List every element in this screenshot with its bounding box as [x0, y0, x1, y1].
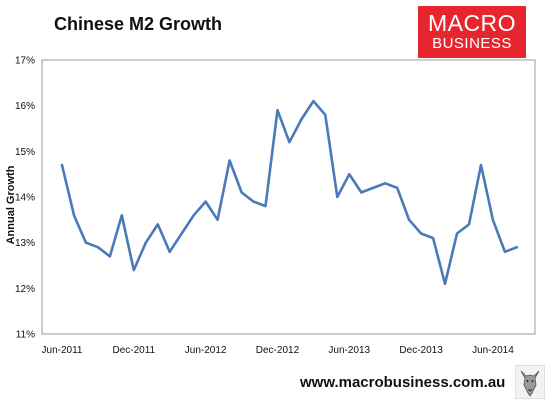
y-tick-label: 16%: [15, 101, 35, 112]
x-tick-label: Jun-2012: [185, 345, 227, 356]
data-point: [516, 246, 518, 248]
macrobusiness-logo: MACRO BUSINESS: [418, 6, 526, 58]
data-point: [73, 214, 75, 216]
data-point: [396, 187, 398, 189]
data-point: [360, 191, 362, 193]
data-point: [240, 191, 242, 193]
axes: 11% 12% 13% 14% 15% 16% 17% Jun-2011 Dec-2011 Jun…: [15, 56, 536, 356]
series-line: [60, 99, 519, 286]
y-tick-label: 12%: [15, 284, 35, 295]
y-axis-label: Annual Growth: [5, 165, 17, 244]
data-point: [480, 164, 482, 166]
data-point: [504, 251, 506, 253]
x-tick-label: Jun-2014: [472, 345, 514, 356]
y-tick-label: 15%: [15, 147, 35, 158]
data-point: [157, 223, 159, 225]
logo-text-macro: MACRO: [427, 10, 517, 36]
x-tick-label: Dec-2013: [399, 345, 443, 356]
x-tick-label: Dec-2011: [113, 345, 156, 356]
data-point: [432, 237, 434, 239]
data-point: [324, 114, 326, 116]
data-point: [193, 214, 195, 216]
data-point: [336, 196, 338, 198]
data-point: [97, 246, 99, 248]
x-tick-label: Jun-2011: [42, 345, 83, 356]
y-tick-label: 14%: [15, 193, 35, 204]
y-tick-label: 13%: [15, 238, 35, 249]
y-tick-label: 17%: [15, 56, 35, 67]
data-point: [133, 269, 135, 271]
data-point: [348, 173, 350, 175]
data-point: [312, 100, 314, 102]
data-point: [408, 219, 410, 221]
logo-text-business: BUSINESS: [432, 35, 512, 52]
x-tick-label: Jun-2013: [328, 345, 370, 356]
data-point: [109, 255, 111, 257]
data-point: [181, 232, 183, 234]
data-point: [228, 159, 230, 161]
data-point: [300, 118, 302, 120]
data-point: [169, 251, 171, 253]
data-point: [145, 242, 147, 244]
data-point: [264, 205, 266, 207]
y-tick-label: 11%: [16, 330, 35, 341]
data-point: [456, 232, 458, 234]
data-point: [384, 182, 386, 184]
data-point: [492, 219, 494, 221]
plot-area-border: [41, 59, 536, 335]
data-point: [216, 219, 218, 221]
data-point: [204, 200, 206, 202]
data-point: [121, 214, 123, 216]
data-point: [61, 164, 63, 166]
series-layer: [60, 99, 519, 286]
data-point: [288, 141, 290, 143]
website-url: www.macrobusiness.com.au: [300, 374, 506, 391]
data-point: [444, 283, 446, 285]
wolf-icon: [515, 365, 545, 399]
data-point: [85, 242, 87, 244]
data-point: [252, 200, 254, 202]
data-point: [276, 109, 278, 111]
data-point: [372, 187, 374, 189]
x-tick-label: Dec-2012: [256, 345, 300, 356]
data-point: [420, 232, 422, 234]
chart-title: Chinese M2 Growth: [54, 14, 223, 34]
data-point: [468, 223, 470, 225]
